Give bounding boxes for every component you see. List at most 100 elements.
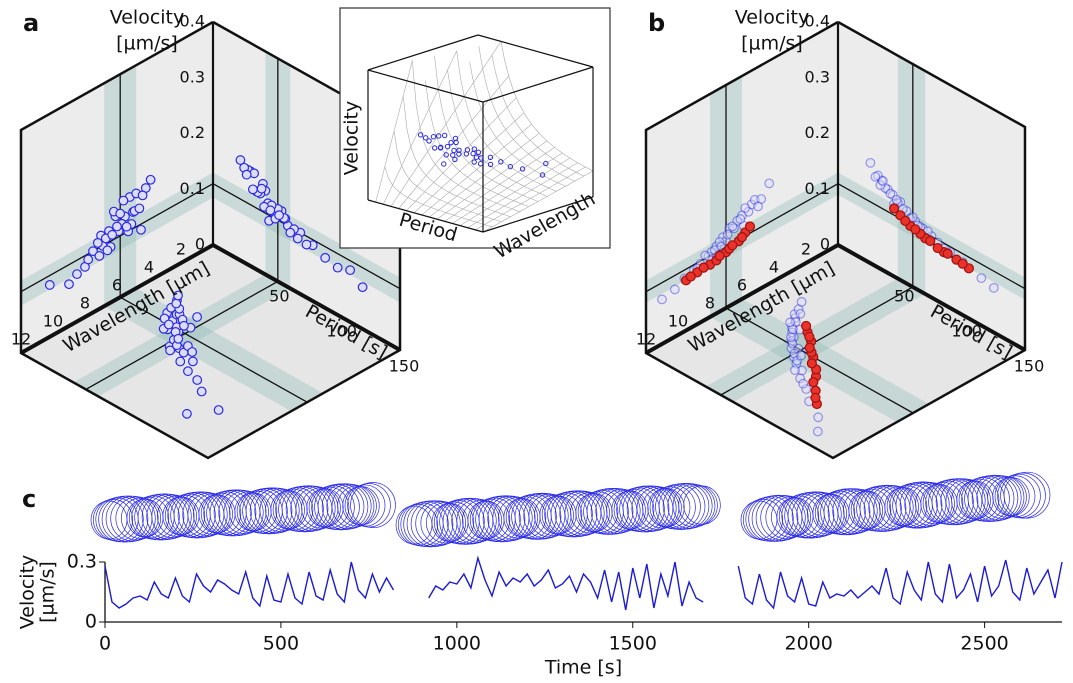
inset-ylabel: Velocity [341,101,363,176]
cell-outline [683,485,721,525]
point [885,188,896,199]
period-tick-label: 150 [389,357,420,376]
point [196,386,207,397]
wavelength-axis [20,243,214,355]
cell-outline [667,483,713,529]
inset-point [463,151,470,157]
cell-outline [976,475,1022,521]
inset-point [470,150,476,157]
point [265,205,276,216]
cell-outline [832,488,878,534]
point [173,333,184,344]
cell-outline [940,478,986,524]
point [163,319,174,330]
point [744,221,756,232]
surface-line [421,123,532,216]
cell-outline [570,492,610,534]
cell-outline [935,478,983,525]
point [64,279,74,290]
point [175,356,186,367]
inset-point [443,152,449,158]
cell-outline [301,487,341,529]
cell-outline [611,490,649,530]
point [700,250,711,261]
point [72,269,82,280]
point [786,336,797,347]
cell-outline [523,493,569,539]
point [797,365,807,376]
cell-outline [492,496,536,540]
point [787,338,798,349]
cell-outline [751,495,799,542]
point [121,221,132,232]
period-band [897,55,926,294]
cell-outline [115,496,159,541]
cell-outline [110,495,156,542]
velocity-tick-label: 0.4 [805,12,830,31]
point [698,262,709,273]
y-axis-label: Velocity [17,555,39,630]
point [182,408,192,419]
x-tick-label: 1000 [433,633,481,655]
point [44,280,55,290]
point [887,190,898,200]
point [256,183,267,194]
period-tick-label: 50 [894,287,914,306]
surface-line [447,70,548,197]
point [806,358,817,369]
cell-outline [626,485,674,532]
cell-outline [290,485,336,532]
point [756,194,767,204]
cell-outline [787,491,835,539]
inset-point [471,159,477,165]
point [112,221,122,232]
cell-outline [270,490,308,530]
cell-outline [662,483,710,530]
point [722,229,733,240]
inset-box-edge [482,196,594,233]
inset-point [441,132,448,139]
cell-outline [760,494,806,541]
period-tick-label: 100 [326,322,357,341]
cell-outline [801,492,845,536]
velocity-label: [µm/s] [116,33,178,55]
period-axis [212,243,401,352]
inset-point [543,160,549,167]
cell-outline [331,484,375,528]
wavelength-tick-label: 12 [11,330,31,349]
wavelength-tick-label: 6 [112,276,122,295]
point [165,345,176,356]
cell-outline [451,498,497,544]
point [790,317,801,327]
cell-outline [259,488,303,533]
cell-outline [951,479,991,521]
point [107,229,118,240]
surface-line [390,41,502,207]
point [789,309,800,320]
point [795,308,806,319]
cell-outline [151,494,195,539]
point [717,232,728,243]
x-tick-label: 0 [99,633,111,655]
inset-point [519,166,526,172]
point [320,252,331,263]
cell-outline [420,501,464,545]
velocity-mean [212,183,401,290]
cell-outline [342,486,380,526]
cell-outline [595,488,641,534]
point [247,184,258,195]
point [118,195,129,206]
inset-point [487,154,494,161]
point [727,221,738,232]
surface-line [375,60,413,203]
wavelength-tick-label: 4 [769,258,779,277]
cell-outline [564,491,608,535]
velocity-label: [µm/s] [741,33,803,55]
point [790,313,801,324]
velocity-label: Velocity [110,7,185,29]
point [796,297,807,307]
point [137,190,148,201]
cell-outline [120,497,162,539]
wavelength-mean [725,307,914,414]
